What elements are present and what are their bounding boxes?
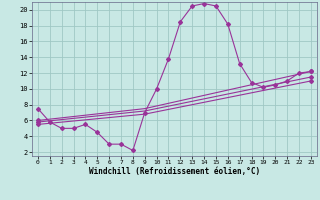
X-axis label: Windchill (Refroidissement éolien,°C): Windchill (Refroidissement éolien,°C): [89, 167, 260, 176]
